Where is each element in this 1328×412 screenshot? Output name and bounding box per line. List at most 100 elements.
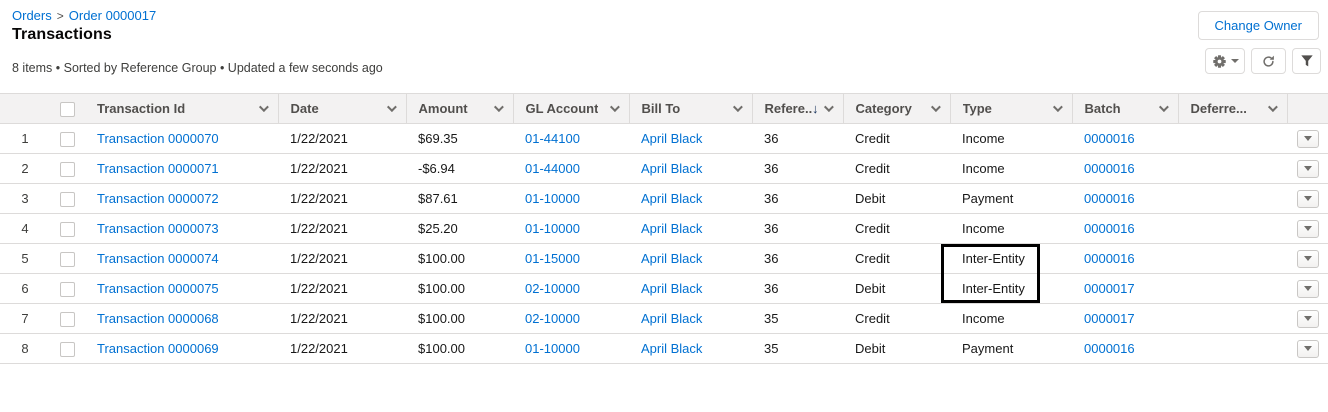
date-cell: 1/22/2021 <box>290 161 348 176</box>
gl-account-link[interactable]: 01-44100 <box>525 131 580 146</box>
gl-account-link[interactable]: 02-10000 <box>525 311 580 326</box>
row-actions-button[interactable] <box>1296 339 1319 358</box>
row-actions-button[interactable] <box>1296 159 1319 178</box>
batch-link[interactable]: 0000016 <box>1084 131 1135 146</box>
column-header-deferred[interactable]: Deferre... <box>1178 93 1288 124</box>
column-header-bill-to[interactable]: Bill To <box>629 93 753 124</box>
batch-link[interactable]: 0000016 <box>1084 221 1135 236</box>
row-checkbox[interactable] <box>60 251 75 267</box>
transaction-link[interactable]: Transaction 0000075 <box>97 281 219 296</box>
row-actions-button[interactable] <box>1296 279 1319 298</box>
amount-cell: $69.35 <box>418 131 458 146</box>
batch-link[interactable]: 0000017 <box>1084 311 1135 326</box>
amount-cell: $25.20 <box>418 221 458 236</box>
header-row: Transaction Id Date Amount GL Account Bi… <box>0 93 1328 124</box>
bill-to-link[interactable]: April Black <box>641 311 703 326</box>
date-cell: 1/22/2021 <box>290 281 348 296</box>
row-actions-button[interactable] <box>1296 249 1319 268</box>
batch-link[interactable]: 0000016 <box>1084 341 1135 356</box>
row-actions-button[interactable] <box>1296 219 1319 238</box>
batch-link[interactable]: 0000016 <box>1084 191 1135 206</box>
bill-to-link[interactable]: April Black <box>641 191 703 206</box>
table-row: 2 Transaction 0000071 1/22/2021 -$6.94 0… <box>0 153 1328 184</box>
row-number: 2 <box>21 161 29 176</box>
row-checkbox[interactable] <box>60 341 75 357</box>
bill-to-link[interactable]: April Black <box>641 131 703 146</box>
dropdown-triangle-icon <box>1303 346 1312 352</box>
bill-to-link[interactable]: April Black <box>641 221 703 236</box>
sort-desc-icon: ↓ <box>812 101 819 116</box>
change-owner-button[interactable]: Change Owner <box>1197 11 1319 40</box>
filter-button[interactable] <box>1292 48 1321 74</box>
select-all-header <box>50 94 85 124</box>
chevron-down-icon <box>493 102 504 113</box>
chevron-down-icon <box>1230 59 1239 63</box>
amount-cell: $100.00 <box>418 311 465 326</box>
gl-account-link[interactable]: 01-15000 <box>525 251 580 266</box>
column-header-category[interactable]: Category <box>843 93 951 124</box>
gl-account-link[interactable]: 01-10000 <box>525 341 580 356</box>
transaction-link[interactable]: Transaction 0000072 <box>97 191 219 206</box>
row-number: 3 <box>21 191 29 206</box>
transaction-link[interactable]: Transaction 0000068 <box>97 311 219 326</box>
bill-to-link[interactable]: April Black <box>641 161 703 176</box>
transaction-link[interactable]: Transaction 0000070 <box>97 131 219 146</box>
transaction-link[interactable]: Transaction 0000074 <box>97 251 219 266</box>
list-meta: 8 items • Sorted by Reference Group • Up… <box>12 61 383 75</box>
reference-cell: 36 <box>764 191 779 206</box>
column-header-gl-account[interactable]: GL Account <box>513 93 630 124</box>
category-cell: Credit <box>855 161 890 176</box>
gl-account-link[interactable]: 01-44000 <box>525 161 580 176</box>
date-cell: 1/22/2021 <box>290 311 348 326</box>
row-checkbox[interactable] <box>60 191 75 207</box>
transaction-link[interactable]: Transaction 0000073 <box>97 221 219 236</box>
row-checkbox[interactable] <box>60 221 75 237</box>
gl-account-link[interactable]: 02-10000 <box>525 281 580 296</box>
reference-cell: 36 <box>764 221 779 236</box>
category-cell: Credit <box>855 311 890 326</box>
column-header-transaction-id[interactable]: Transaction Id <box>85 93 279 124</box>
deferred-cell <box>1178 154 1287 184</box>
category-cell: Credit <box>855 251 890 266</box>
column-header-date[interactable]: Date <box>278 93 407 124</box>
amount-cell: -$6.94 <box>418 161 455 176</box>
dropdown-triangle-icon <box>1303 256 1312 262</box>
refresh-button[interactable] <box>1251 48 1286 74</box>
list-settings-button[interactable] <box>1205 48 1245 74</box>
column-label: Deferre... <box>1190 101 1247 116</box>
batch-link[interactable]: 0000017 <box>1084 281 1135 296</box>
select-all-checkbox[interactable] <box>60 101 75 117</box>
column-header-type[interactable]: Type <box>950 93 1073 124</box>
row-checkbox[interactable] <box>60 161 75 177</box>
batch-link[interactable]: 0000016 <box>1084 161 1135 176</box>
gl-account-link[interactable]: 01-10000 <box>525 191 580 206</box>
reference-cell: 36 <box>764 281 779 296</box>
dropdown-triangle-icon <box>1303 136 1312 142</box>
column-label: Bill To <box>641 101 681 116</box>
bill-to-link[interactable]: April Black <box>641 341 703 356</box>
column-header-batch[interactable]: Batch <box>1072 93 1179 124</box>
row-actions-button[interactable] <box>1296 309 1319 328</box>
row-actions-button[interactable] <box>1296 189 1319 208</box>
gl-account-link[interactable]: 01-10000 <box>525 221 580 236</box>
column-header-amount[interactable]: Amount <box>406 93 514 124</box>
row-checkbox[interactable] <box>60 131 75 147</box>
deferred-cell <box>1178 334 1287 364</box>
date-cell: 1/22/2021 <box>290 221 348 236</box>
column-header-reference[interactable]: Refere... ↓ <box>752 93 844 124</box>
breadcrumb-link-order[interactable]: Order 0000017 <box>68 8 157 23</box>
transaction-link[interactable]: Transaction 0000071 <box>97 161 219 176</box>
breadcrumb-link-orders[interactable]: Orders <box>12 8 52 23</box>
row-checkbox[interactable] <box>60 311 75 327</box>
transaction-link[interactable]: Transaction 0000069 <box>97 341 219 356</box>
bill-to-link[interactable]: April Black <box>641 251 703 266</box>
row-actions-button[interactable] <box>1296 129 1319 148</box>
batch-link[interactable]: 0000016 <box>1084 251 1135 266</box>
dropdown-triangle-icon <box>1303 286 1312 292</box>
column-label: Transaction Id <box>97 101 186 116</box>
bill-to-link[interactable]: April Black <box>641 281 703 296</box>
row-checkbox[interactable] <box>60 281 75 297</box>
column-label: Amount <box>418 101 468 116</box>
amount-cell: $87.61 <box>418 191 458 206</box>
